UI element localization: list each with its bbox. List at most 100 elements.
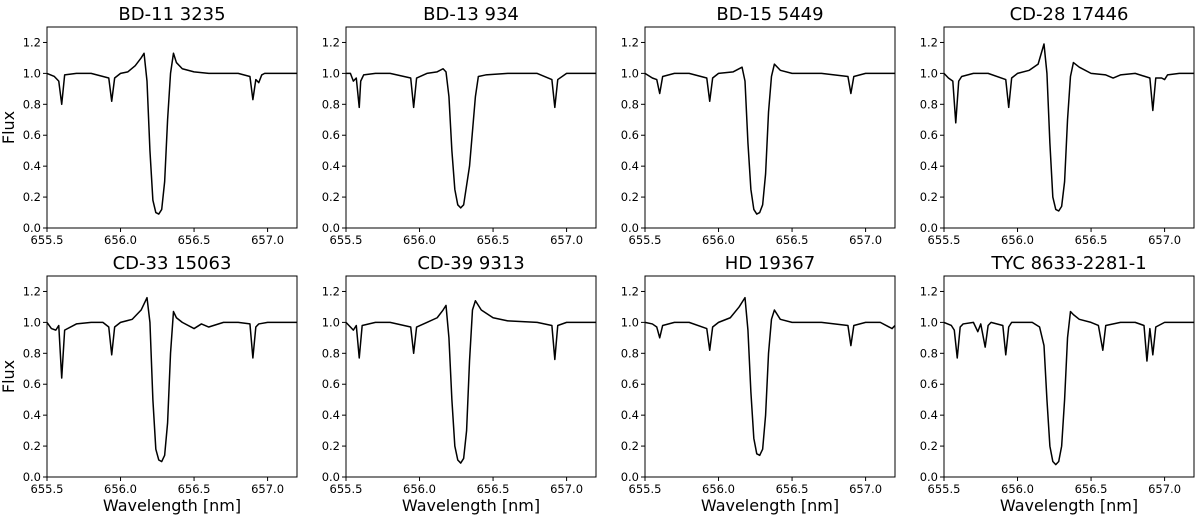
x-tick-label: 655.5 xyxy=(629,233,662,247)
spectrum-line xyxy=(46,52,297,215)
y-tick-label: 0.0 xyxy=(920,470,938,484)
x-tick-label: 657.0 xyxy=(1148,233,1181,247)
y-tick-label: 0.8 xyxy=(920,346,938,360)
y-tick-label: 0.2 xyxy=(621,190,639,204)
y-tick-label: 1.0 xyxy=(920,315,938,329)
spectrum-line xyxy=(644,63,895,215)
panel-title: CD-33 15063 xyxy=(113,253,232,274)
spectrum-line xyxy=(943,43,1194,212)
y-tick-label: 0.4 xyxy=(322,408,340,422)
x-tick-label: 656.5 xyxy=(1075,233,1108,247)
y-tick-label: 0.0 xyxy=(621,221,639,235)
y-tick-label: 0.6 xyxy=(920,128,938,142)
y-tick-label: 1.0 xyxy=(920,66,938,80)
spectrum-panel: BD-11 3235 655.5 656.0 656.5 657.0 0.0 0.2 0.4 0… xyxy=(0,4,298,247)
x-axis-label: Wavelength [nm] xyxy=(103,496,241,515)
y-tick-label: 1.0 xyxy=(322,315,340,329)
x-tick-label: 656.5 xyxy=(776,233,809,247)
x-tick-label: 656.0 xyxy=(104,233,137,247)
y-tick-label: 1.0 xyxy=(322,66,340,80)
y-tick-label: 0.6 xyxy=(322,128,340,142)
spectrum-line xyxy=(46,296,297,463)
y-tick-label: 0.2 xyxy=(23,439,41,453)
y-tick-label: 0.8 xyxy=(23,97,41,111)
y-tick-label: 1.0 xyxy=(23,315,41,329)
x-tick-label: 657.0 xyxy=(550,482,583,496)
x-tick-label: 655.5 xyxy=(31,233,64,247)
spectrum-panel: BD-13 934 655.5 656.0 656.5 657.0 0.0 0.2 0.4 0.… xyxy=(322,4,597,247)
x-tick-label: 655.5 xyxy=(330,233,363,247)
y-tick-label: 0.6 xyxy=(23,128,41,142)
x-tick-label: 656.0 xyxy=(702,233,735,247)
plot-frame xyxy=(943,26,1195,229)
y-tick-label: 0.6 xyxy=(920,377,938,391)
y-tick-label: 1.2 xyxy=(920,284,938,298)
y-axis-label: Flux xyxy=(0,111,18,144)
x-tick-label: 656.0 xyxy=(403,482,436,496)
x-tick-label: 656.0 xyxy=(1001,233,1034,247)
y-tick-label: 0.6 xyxy=(621,128,639,142)
x-tick-label: 656.5 xyxy=(776,482,809,496)
y-tick-label: 0.4 xyxy=(23,159,41,173)
y-tick-label: 0.6 xyxy=(621,377,639,391)
panel-title: CD-28 17446 xyxy=(1010,4,1129,25)
x-tick-label: 655.5 xyxy=(928,233,961,247)
y-tick-label: 1.2 xyxy=(23,35,41,49)
x-tick-label: 655.5 xyxy=(928,482,961,496)
x-tick-label: 656.5 xyxy=(1075,482,1108,496)
x-tick-label: 657.0 xyxy=(550,233,583,247)
y-tick-label: 0.0 xyxy=(23,470,41,484)
panel-title: BD-15 5449 xyxy=(716,4,823,25)
y-tick-label: 1.0 xyxy=(23,66,41,80)
x-tick-label: 656.5 xyxy=(178,233,211,247)
y-tick-label: 0.0 xyxy=(322,221,340,235)
spectrum-line xyxy=(345,299,596,464)
panel-title: CD-39 9313 xyxy=(417,253,524,274)
spectrum-panel: TYC 8633-2281-1 655.5 656.0 656.5 657.0 0.0 0.… xyxy=(920,253,1195,515)
y-tick-label: 1.0 xyxy=(621,66,639,80)
spectrum-line xyxy=(644,296,896,457)
y-tick-label: 0.2 xyxy=(920,190,938,204)
plot-frame xyxy=(345,275,597,478)
y-tick-label: 0.0 xyxy=(920,221,938,235)
y-tick-label: 1.2 xyxy=(621,284,639,298)
plot-frame xyxy=(46,26,298,229)
y-tick-label: 1.2 xyxy=(23,284,41,298)
y-tick-label: 0.8 xyxy=(322,346,340,360)
spectrum-panel: BD-15 5449 655.5 656.0 656.5 657.0 0.0 0.2 0.4 0… xyxy=(621,4,896,247)
y-tick-label: 1.2 xyxy=(920,35,938,49)
y-tick-label: 0.6 xyxy=(23,377,41,391)
x-tick-label: 656.0 xyxy=(403,233,436,247)
spectrum-line xyxy=(346,68,596,209)
plot-frame xyxy=(943,275,1195,478)
y-tick-label: 0.0 xyxy=(621,470,639,484)
y-tick-label: 0.4 xyxy=(322,159,340,173)
spectrum-panel: CD-33 15063 655.5 656.0 656.5 657.0 0.0 0.2 0.4… xyxy=(0,253,298,515)
panel-title: HD 19367 xyxy=(725,253,815,274)
x-tick-label: 655.5 xyxy=(31,482,64,496)
x-tick-label: 656.0 xyxy=(104,482,137,496)
y-tick-label: 0.4 xyxy=(920,408,938,422)
y-tick-label: 0.4 xyxy=(621,159,639,173)
y-tick-label: 0.0 xyxy=(23,221,41,235)
y-tick-label: 1.2 xyxy=(621,35,639,49)
x-tick-label: 657.0 xyxy=(251,233,284,247)
x-tick-label: 655.5 xyxy=(330,482,363,496)
y-tick-label: 0.2 xyxy=(621,439,639,453)
x-tick-label: 656.5 xyxy=(477,482,510,496)
x-tick-label: 657.0 xyxy=(251,482,284,496)
y-tick-label: 0.4 xyxy=(621,408,639,422)
plot-frame xyxy=(46,275,298,478)
y-tick-label: 0.4 xyxy=(920,159,938,173)
x-tick-label: 657.0 xyxy=(849,482,882,496)
y-tick-label: 0.8 xyxy=(621,346,639,360)
y-tick-label: 0.8 xyxy=(920,97,938,111)
x-tick-label: 655.5 xyxy=(629,482,662,496)
x-tick-label: 656.0 xyxy=(702,482,735,496)
panel-title: TYC 8633-2281-1 xyxy=(990,253,1146,274)
x-tick-label: 657.0 xyxy=(849,233,882,247)
spectrum-line xyxy=(943,310,1194,466)
y-tick-label: 1.2 xyxy=(322,35,340,49)
y-tick-label: 1.0 xyxy=(621,315,639,329)
